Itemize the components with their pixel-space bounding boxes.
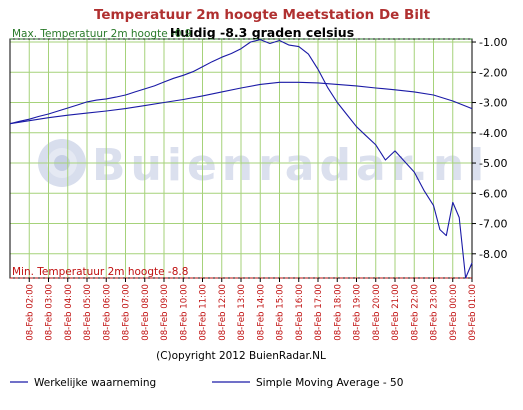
series-observed-line [9,39,473,279]
x-tick-label: 08-Feb 15:00 [276,284,286,341]
x-tick-label: 08-Feb 09:00 [160,284,170,341]
x-tick-label: 08-Feb 22:00 [410,284,420,341]
x-tick-label: 08-Feb 19:00 [353,284,363,341]
x-tick-label: 08-Feb 04:00 [64,284,74,341]
y-tick-label: -5.00 [479,157,507,170]
min-temperature-label: Min. Temperatuur 2m hoogte -8.8 [12,266,188,278]
series-moving-average-line [9,81,473,125]
y-tick-label: -3.00 [479,97,507,110]
y-tick-label: -7.00 [479,218,507,231]
x-tick-label: 08-Feb 18:00 [333,284,343,341]
legend: Werkelijke waarneming Simple Moving Aver… [10,377,403,389]
x-tick-label: 08-Feb 13:00 [237,284,247,341]
chart-title: Temperatuur 2m hoogte Meetstation De Bil… [94,7,431,23]
y-axis-ticks: -1.00 -2.00 -3.00 -4.00 -5.00 -6.00 -7.00 -8.00 [472,36,507,261]
x-tick-label: 08-Feb 20:00 [372,284,382,341]
y-tick-label: -8.00 [479,248,507,261]
grid [10,39,473,278]
y-tick-label: -1.00 [479,36,507,49]
x-tick-label: 08-Feb 16:00 [295,284,305,341]
x-tick-label: 08-Feb 12:00 [218,284,228,341]
x-tick-label: 08-Feb 03:00 [45,284,55,341]
x-tick-label: 08-Feb 11:00 [199,284,209,341]
y-tick-label: -2.00 [479,66,507,79]
x-tick-label: 08-Feb 10:00 [179,284,189,341]
chart-subtitle: Huidig -8.3 graden celsius [170,25,354,40]
y-tick-label: -6.00 [479,187,507,200]
legend-label-observed: Werkelijke waarneming [34,377,156,389]
x-tick-label: 08-Feb 07:00 [122,284,132,341]
x-tick-label: 08-Feb 17:00 [314,284,324,341]
watermark-text: Buienradar.nl [92,140,489,191]
legend-label-sma: Simple Moving Average - 50 [256,377,403,389]
x-tick-label: 08-Feb 21:00 [391,284,401,341]
max-temperature-label: Max. Temperatuur 2m hoogte -0.9 [12,28,191,40]
x-axis-ticks: 08-Feb 02:00 08-Feb 03:00 08-Feb 04:00 08-F… [25,278,478,341]
x-tick-label: 08-Feb 06:00 [102,284,112,341]
watermark: Buienradar.nl [38,139,489,191]
x-tick-label: 08-Feb 23:00 [430,284,440,341]
x-tick-label: 08-Feb 08:00 [141,284,151,341]
x-tick-label: 08-Feb 02:00 [25,284,35,341]
x-tick-label: 08-Feb 05:00 [83,284,93,341]
x-tick-label: 09-Feb 01:00 [468,284,478,341]
series-layer [9,39,473,279]
copyright-text: (C)opyright 2012 BuienRadar.NL [156,350,326,362]
x-tick-label: 09-Feb 00:00 [449,284,459,341]
x-tick-label: 08-Feb 14:00 [256,284,266,341]
y-tick-label: -4.00 [479,127,507,140]
